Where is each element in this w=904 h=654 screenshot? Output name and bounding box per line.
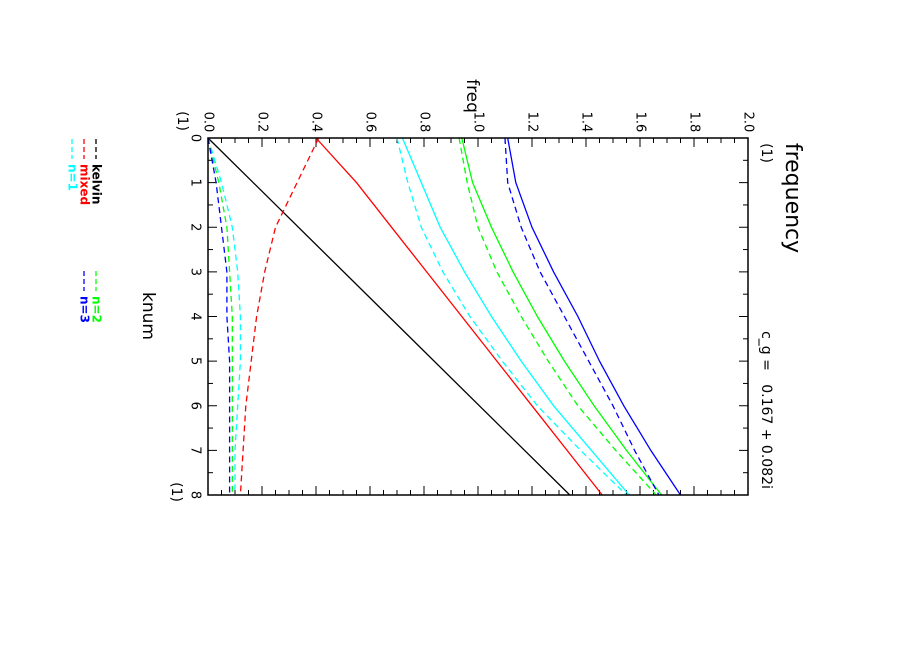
knum-tick-label: 4 xyxy=(188,312,203,320)
freq-tick-label: 1.6 xyxy=(633,112,648,133)
series-line-n-1-solid xyxy=(401,137,630,496)
freq-tick-label: 1.2 xyxy=(525,112,540,133)
x-axis-title: knum xyxy=(138,292,158,340)
knum-tick-label: 0 xyxy=(188,134,203,142)
knum-tick-label: 8 xyxy=(188,491,203,499)
series-lines xyxy=(207,137,682,496)
freq-tick-label: 1.4 xyxy=(579,112,594,133)
knum-tick-label: 1 xyxy=(188,178,203,186)
series-line-n-3-dashed xyxy=(504,137,660,496)
series-line-n-2-dashed xyxy=(458,137,657,496)
legend-label: kelvin xyxy=(90,164,104,204)
y-axis-unit: (1) xyxy=(174,111,190,131)
chart-title-unit: (1) xyxy=(758,143,774,163)
x-axis-unit: (1) xyxy=(168,482,184,502)
knum-tick-label: 2 xyxy=(188,223,203,231)
freq-tick-label: 1.8 xyxy=(687,112,702,133)
knum-tick-label: 7 xyxy=(188,446,203,454)
y-axis-title: freq xyxy=(462,79,482,113)
knum-tick-label: 6 xyxy=(188,402,203,410)
series-line-mixed-dashed xyxy=(239,137,320,496)
chart-subtitle: c_g = 0.167 + 0.082i xyxy=(758,331,774,489)
knum-tick-label: 5 xyxy=(188,357,203,365)
series-line-kelvin-solid xyxy=(207,137,571,496)
series-line-n-3-solid xyxy=(507,137,682,496)
tick-marks xyxy=(207,137,749,496)
series-line-n-2-dashed xyxy=(207,137,233,495)
freq-tick-label: 0.6 xyxy=(363,112,378,133)
chart-title: frequency xyxy=(780,143,805,253)
series-line-n-1-dashed xyxy=(207,137,242,495)
freq-tick-label: 0.2 xyxy=(255,112,270,133)
freq-tick-label: 0.4 xyxy=(309,112,324,133)
series-line-n-3-dashed xyxy=(207,137,231,495)
plot-frame xyxy=(207,137,749,496)
freq-tick-label: 0.8 xyxy=(417,112,432,133)
tick-labels: 0.0 0.2 0.4 0.6 0.8 1.0 1.2 1.4 1.6 1.8 2.0 0 1 2 3 4 5 6… xyxy=(188,112,756,499)
legend-label: n=2 xyxy=(90,296,104,323)
series-line-mixed-solid xyxy=(315,137,603,496)
freq-tick-label: 2.0 xyxy=(741,112,756,133)
legend-label: mixed xyxy=(78,164,92,205)
series-line-n-2-solid xyxy=(461,137,663,496)
legend-label: n=1 xyxy=(66,164,80,191)
freq-tick-label: 1.0 xyxy=(471,112,486,133)
knum-tick-label: 3 xyxy=(188,268,203,276)
legend-label: n=3 xyxy=(78,296,92,323)
freq-tick-label: 0.0 xyxy=(201,112,216,133)
series-line-n-1-dashed xyxy=(396,137,627,496)
